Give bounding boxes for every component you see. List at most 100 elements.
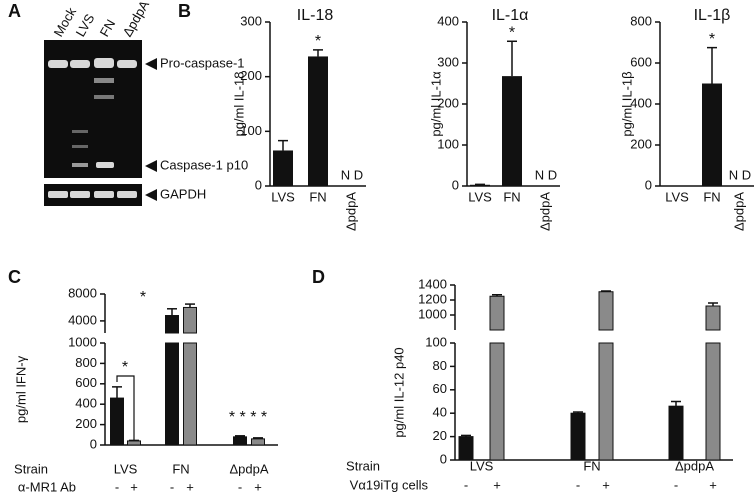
series-sign: + <box>254 479 262 494</box>
y-tick-label: 100 <box>240 123 262 138</box>
series-sign: - <box>576 477 580 492</box>
bar <box>127 440 141 446</box>
bar <box>598 342 614 461</box>
gel-gapdh <box>44 184 142 206</box>
y-tick-label: 4000 <box>68 312 97 327</box>
series-sign: - <box>464 477 468 492</box>
annotation: N D <box>341 167 363 182</box>
y-axis-label: pg/ml IL-1β <box>619 71 634 136</box>
annotation: * <box>122 359 128 376</box>
gel-bands <box>48 58 137 198</box>
y-tick-label: 8000 <box>68 285 97 300</box>
y-tick-label: 0 <box>440 451 447 466</box>
annotation: N D <box>729 167 751 182</box>
annotation: * <box>315 33 321 50</box>
bar <box>470 184 490 186</box>
x-axis-label: Strain <box>346 458 380 473</box>
y-tick-label: 0 <box>452 177 459 192</box>
band-label: Caspase-1 p10 <box>160 157 248 172</box>
bar <box>489 295 505 331</box>
band-arrows <box>145 58 157 201</box>
bar <box>165 315 179 334</box>
chart-title: IL-1α <box>492 7 529 24</box>
x-tick-label: ΔpdpA <box>343 192 358 231</box>
x-tick-label: FN <box>703 189 720 204</box>
series-label: α-MR1 Ab <box>18 479 76 494</box>
bar <box>308 56 328 186</box>
y-tick-label: 0 <box>255 177 262 192</box>
x-tick-label: FN <box>583 458 600 473</box>
annotation: * <box>509 24 515 41</box>
series-sign: - <box>238 479 242 494</box>
x-tick-label: LVS <box>470 458 494 473</box>
y-tick-label: 800 <box>630 13 652 28</box>
x-tick-label: FN <box>503 189 520 204</box>
y-tick-label: 100 <box>437 136 459 151</box>
y-tick-label: 20 <box>433 428 447 443</box>
x-tick-label: ΔpdpA <box>229 461 268 476</box>
band-label: Pro-caspase-1 <box>160 55 245 70</box>
y-axis-label: pg/ml IL-12 p40 <box>391 347 406 437</box>
bar <box>502 76 522 186</box>
bar <box>705 305 721 331</box>
series-sign: - <box>170 479 174 494</box>
y-tick-label: 800 <box>75 355 97 370</box>
bar <box>251 438 265 446</box>
panel-label: A <box>8 1 21 21</box>
y-tick-label: 200 <box>240 68 262 83</box>
y-tick-label: 1200 <box>418 291 447 306</box>
x-tick-label: LVS <box>665 189 689 204</box>
band-label: GAPDH <box>160 186 206 201</box>
lane-label: FN <box>97 17 119 40</box>
y-tick-label: 600 <box>75 375 97 390</box>
panel-label: C <box>8 267 21 287</box>
series-sign: + <box>709 477 717 492</box>
y-tick-label: 1000 <box>68 334 97 349</box>
annotation: * <box>140 289 146 306</box>
bar <box>702 83 722 186</box>
x-tick-label: ΔpdpA <box>731 192 746 231</box>
y-tick-label: 40 <box>433 405 447 420</box>
bar <box>705 342 721 461</box>
series-sign: - <box>115 479 119 494</box>
x-tick-label: LVS <box>468 189 492 204</box>
chart-title: IL-18 <box>297 7 334 24</box>
bar <box>570 412 586 461</box>
y-tick-label: 600 <box>630 54 652 69</box>
series-sign: + <box>130 479 138 494</box>
y-tick-label: 400 <box>75 396 97 411</box>
chart-title: IL-1β <box>694 7 731 24</box>
bar <box>489 342 505 461</box>
bar <box>273 150 293 186</box>
y-tick-label: 200 <box>75 416 97 431</box>
bar <box>183 306 197 334</box>
annotation: * * * * <box>229 409 267 426</box>
x-tick-label: LVS <box>114 461 138 476</box>
y-tick-label: 200 <box>630 136 652 151</box>
y-tick-label: 60 <box>433 381 447 396</box>
series-sign: + <box>186 479 194 494</box>
x-axis-label: Strain <box>14 461 48 476</box>
y-tick-label: 0 <box>90 436 97 451</box>
bar <box>110 397 124 446</box>
series-sign: + <box>602 477 610 492</box>
y-tick-label: 300 <box>437 54 459 69</box>
y-axis-label: pg/ml IL-1α <box>428 71 443 137</box>
bracket <box>116 375 135 440</box>
bar <box>183 342 197 446</box>
lane-label: ΔpdpA <box>120 0 153 39</box>
y-tick-label: 0 <box>645 177 652 192</box>
y-tick-label: 1400 <box>418 276 447 291</box>
y-tick-label: 400 <box>630 95 652 110</box>
y-tick-label: 80 <box>433 358 447 373</box>
bar <box>668 405 684 461</box>
x-tick-label: FN <box>172 461 189 476</box>
x-tick-label: ΔpdpA <box>537 192 552 231</box>
y-tick-label: 400 <box>437 13 459 28</box>
panel-label: D <box>312 267 325 287</box>
x-tick-label: ΔpdpA <box>675 458 714 473</box>
panel-label: B <box>178 1 191 21</box>
x-tick-label: FN <box>309 189 326 204</box>
y-axis-label: pg/ml IL-18 <box>231 71 246 136</box>
